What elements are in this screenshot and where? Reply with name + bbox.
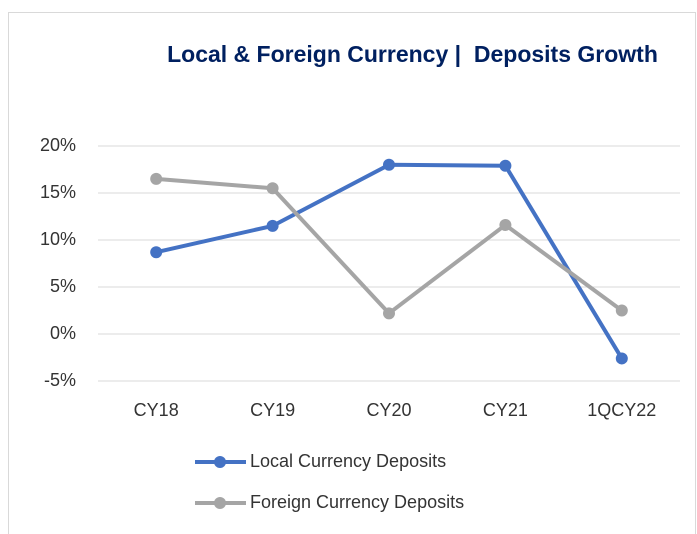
- x-tick-label: CY20: [366, 400, 411, 420]
- data-point: [266, 182, 279, 195]
- x-tick-label: 1QCY22: [587, 400, 656, 420]
- y-tick-label: 5%: [50, 276, 76, 296]
- y-tick-label: -5%: [44, 370, 76, 390]
- data-point: [615, 304, 628, 317]
- legend-label: Foreign Currency Deposits: [250, 492, 464, 512]
- x-tick-label: CY18: [134, 400, 179, 420]
- data-point: [383, 158, 395, 171]
- legend-marker: [214, 497, 226, 509]
- chart-frame: [8, 12, 696, 534]
- data-point: [499, 159, 512, 172]
- data-point: [499, 218, 512, 231]
- legend-label: Local Currency Deposits: [250, 451, 446, 471]
- chart-title: Local & Foreign Currency | Deposits Grow…: [167, 41, 658, 67]
- y-tick-label: 10%: [40, 229, 76, 249]
- x-tick-label: CY19: [250, 400, 295, 420]
- x-tick-label: CY21: [483, 400, 528, 420]
- data-point: [615, 352, 628, 365]
- data-point: [150, 246, 163, 259]
- y-tick-label: 15%: [40, 182, 76, 202]
- y-tick-label: 20%: [40, 135, 76, 155]
- y-tick-label: 0%: [50, 323, 76, 343]
- data-point: [266, 219, 279, 232]
- legend-marker: [214, 456, 226, 468]
- data-point: [150, 172, 163, 185]
- data-point: [383, 307, 395, 320]
